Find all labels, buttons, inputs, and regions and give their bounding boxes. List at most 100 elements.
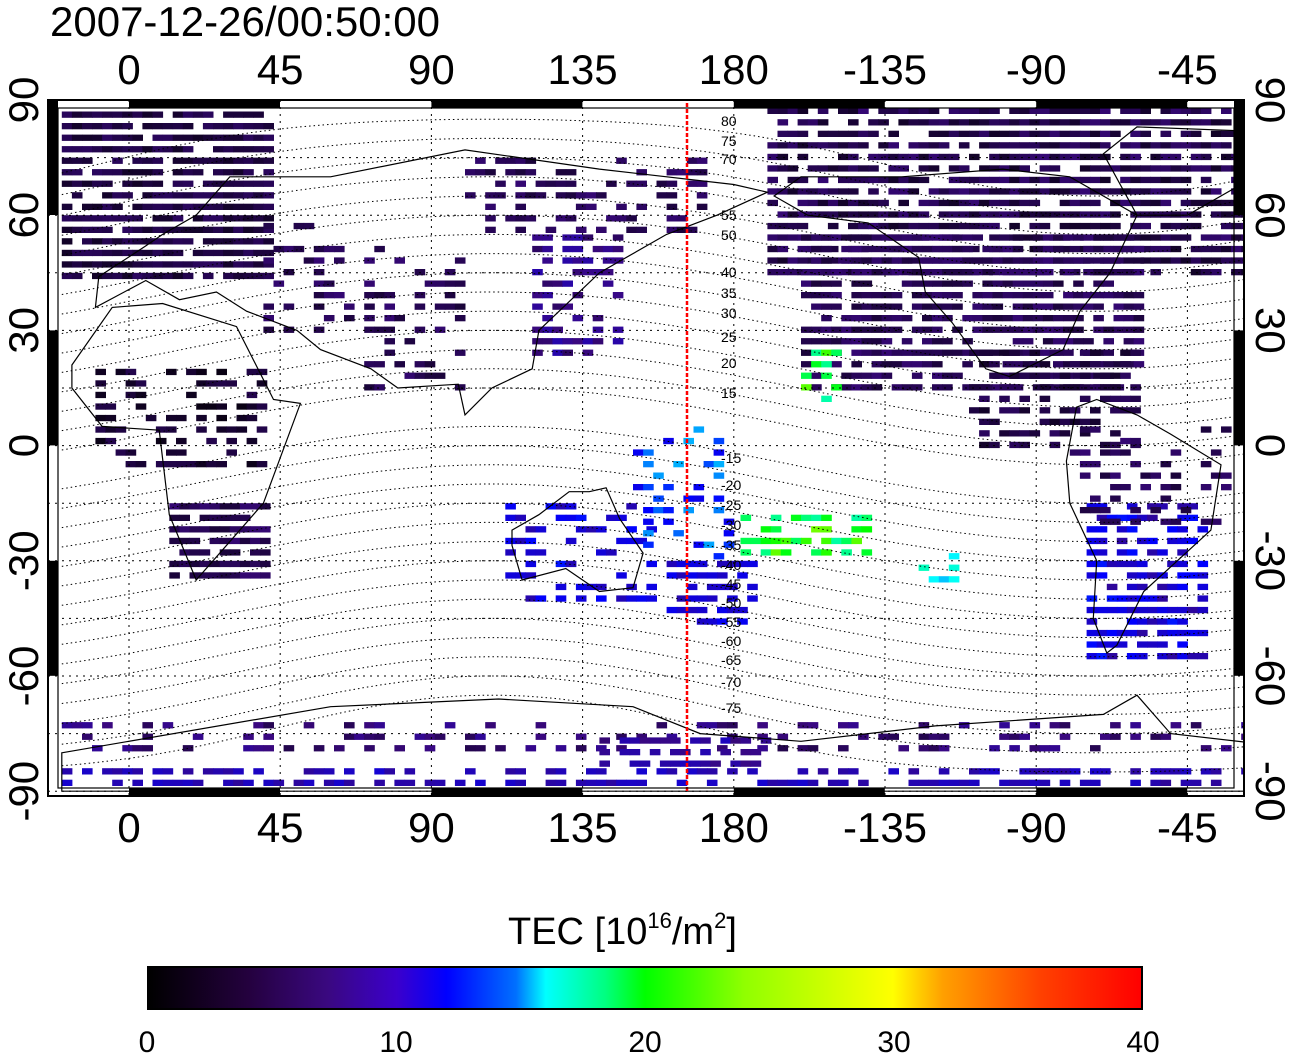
tec-cell (730, 737, 741, 744)
tec-cell (152, 238, 164, 245)
tec-cell (848, 211, 859, 218)
tec-cell (115, 449, 127, 456)
tec-cell (202, 215, 214, 222)
tec-cell (1100, 507, 1111, 514)
tec-cell (888, 153, 899, 161)
tec-cell (202, 180, 214, 187)
tec-cell (811, 384, 822, 391)
tec-cell (112, 768, 123, 775)
tec-cell (992, 292, 1004, 299)
tec-cell (757, 779, 768, 786)
tec-cell (515, 192, 526, 199)
tec-cell (1200, 199, 1212, 207)
tec-cell (213, 123, 224, 130)
contour-label: -40 (721, 557, 741, 573)
tec-cell (612, 326, 624, 333)
tec-cell (821, 361, 832, 368)
contour-label: 50 (721, 227, 737, 243)
tec-cell (1116, 606, 1128, 614)
tec-cell (1140, 257, 1151, 264)
tec-cell (686, 583, 698, 591)
tec-cell (424, 779, 436, 786)
tec-cell (1012, 361, 1024, 368)
contour-label: 70 (721, 151, 737, 167)
tec-cell (901, 384, 913, 391)
tec-cell (166, 414, 177, 422)
tec-cell (586, 779, 597, 786)
tec-cell (942, 292, 953, 299)
tec-cell (592, 326, 604, 333)
tec-cell (646, 583, 657, 591)
tec-cell (1177, 641, 1188, 648)
tec-cell (1130, 395, 1141, 402)
tec-cell (1086, 629, 1098, 637)
tec-cell (196, 368, 207, 376)
tec-cell (1140, 142, 1151, 149)
tec-cell (565, 537, 577, 545)
tec-cell (542, 315, 553, 322)
tec-cell (179, 537, 190, 545)
tec-cell (918, 211, 930, 218)
tec-cell (223, 261, 234, 268)
tec-cell (313, 326, 325, 333)
tec-cell (958, 779, 970, 786)
tec-cell (263, 226, 274, 233)
tec-cell (182, 123, 194, 130)
tec-cell (1123, 292, 1135, 299)
tec-cell (293, 779, 305, 786)
tec-cell (575, 779, 587, 786)
tec-cell (189, 526, 201, 533)
tec-cell (1157, 606, 1168, 614)
tec-cell (1187, 653, 1198, 660)
tec-cell (841, 338, 852, 345)
tec-cell (918, 142, 930, 149)
tec-cell (881, 257, 893, 264)
tec-cell (1251, 257, 1262, 263)
tec-cell (1130, 142, 1141, 149)
tec-cell (777, 165, 789, 172)
tec-cell (263, 745, 274, 752)
tec-cell (1120, 449, 1131, 456)
tec-cell (454, 384, 466, 391)
tec-cell (182, 203, 194, 210)
tec-cell (552, 349, 563, 356)
tec-cell (169, 572, 180, 579)
tec-cell (192, 779, 204, 786)
tec-cell (1261, 131, 1272, 137)
tec-cell (293, 222, 305, 230)
tec-cell (663, 484, 674, 491)
tec-cell (424, 280, 436, 287)
tec-cell (256, 403, 268, 410)
tec-cell (555, 215, 567, 222)
tec-cell (394, 257, 405, 264)
tec-cell (1009, 142, 1020, 149)
tec-cell (122, 238, 133, 245)
tec-cell (1029, 745, 1041, 752)
tec-cell (801, 384, 812, 391)
tec-cell (71, 722, 83, 729)
tec-cell (666, 180, 678, 187)
tec-cell (717, 618, 728, 625)
tec-cell (1160, 188, 1172, 195)
tec-cell (932, 269, 943, 276)
tec-cell (1110, 518, 1121, 525)
tec-cell (273, 280, 285, 287)
tec-cell (888, 188, 899, 195)
tec-cell (891, 245, 903, 253)
tec-cell (982, 280, 993, 287)
tec-cell (424, 733, 436, 740)
tec-cell (95, 426, 106, 433)
tec-cell (797, 107, 809, 114)
tec-cell (253, 272, 264, 280)
tec-cell (999, 384, 1010, 391)
tec-cell (636, 595, 647, 602)
tec-cell (246, 391, 258, 399)
tec-cell (155, 426, 167, 433)
tec-cell (891, 269, 903, 276)
tec-cell (653, 507, 664, 514)
tec-cell (821, 257, 832, 264)
tec-cell (1049, 745, 1061, 752)
tec-cell (152, 272, 164, 280)
tec-cell (250, 537, 261, 545)
tec-cell (92, 123, 103, 130)
